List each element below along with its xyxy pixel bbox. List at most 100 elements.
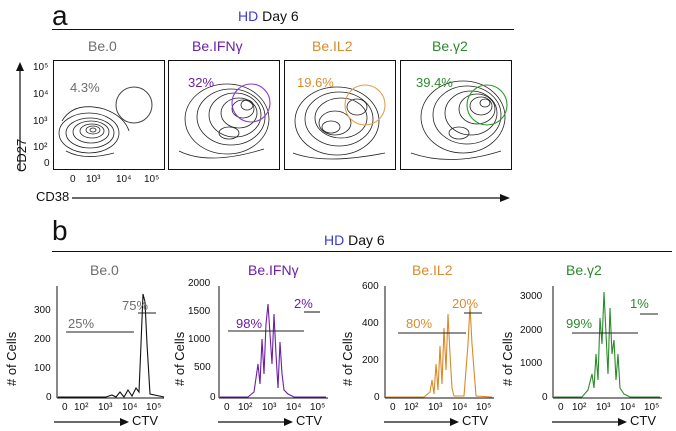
hist2-xtick-1e3: 10³ (262, 402, 277, 413)
hist2-x-title: CTV (296, 413, 322, 428)
hist1-xtick-1e4: 10⁴ (122, 402, 138, 413)
histogram-be0 (56, 286, 165, 399)
hist2-xtick-1e2: 10² (238, 402, 253, 413)
hist2-x-arrow (218, 418, 293, 426)
hist1-x-arrow (54, 418, 129, 426)
hist2-ytick-1000: 1000 (188, 334, 211, 345)
hist1-pct-left: 25% (68, 316, 95, 331)
hist4-ytick-0: 0 (542, 392, 548, 403)
hist4-pct-right: 1% (630, 296, 649, 311)
contour-plot-be0 (53, 60, 165, 170)
panel-a-ytick-0: 0 (44, 158, 50, 169)
hist4-y-title: # of Cells (500, 331, 515, 386)
hist1-x-title: CTV (132, 413, 158, 428)
histogram-beg2 (552, 286, 662, 399)
hist1-xtick-0: 0 (62, 402, 68, 413)
hist-label-beil2: Be.IL2 (412, 262, 453, 278)
panel-a-ytick-1e4: 10⁴ (33, 89, 49, 100)
hist2-ytick-500: 500 (194, 362, 211, 373)
panel-a-x-title: CD38 (36, 189, 70, 204)
panel-b-letter: b (52, 215, 68, 246)
contour-plot-beil2 (284, 60, 396, 170)
hist3-xtick-1e3: 10³ (428, 402, 443, 413)
hist1-xtick-1e5: 10⁵ (146, 402, 162, 413)
hist3-xtick-1e2: 10² (404, 402, 419, 413)
hist2-ytick-2000: 2000 (188, 278, 211, 289)
panel-a-label-be0: Be.0 (88, 38, 117, 54)
panel-a-y-title: CD27 (14, 138, 29, 172)
pct-beil2: 19.6% (297, 75, 334, 90)
panel-a-header-day: Day 6 (258, 8, 299, 24)
hist4-x-title: CTV (630, 413, 656, 428)
hist4-ytick-2000: 2000 (520, 325, 543, 336)
panel-a-label-beg2: Be.γ2 (432, 38, 468, 54)
hist2-y-title: # of Cells (172, 331, 187, 386)
hist3-pct-left: 80% (406, 316, 433, 331)
panel-a-header: HD Day 6 (238, 8, 299, 24)
panel-b-header-hd: HD (324, 232, 345, 248)
hist3-ytick-400: 400 (362, 318, 379, 329)
contour-plot-beg2 (400, 60, 512, 170)
hist1-ytick-0: 0 (46, 392, 52, 403)
hist3-ytick-600: 600 (362, 281, 379, 292)
hist2-xtick-1e5: 10⁵ (310, 402, 326, 413)
pct-beifng: 32% (188, 75, 215, 90)
hist2-pct-right: 2% (294, 296, 313, 311)
hist2-xtick-0: 0 (224, 402, 230, 413)
hist1-xtick-1e2: 10² (74, 402, 89, 413)
hist2-ytick-1500: 1500 (188, 306, 211, 317)
panel-a-xtick-0: 0 (70, 174, 76, 185)
hist1-xtick-1e3: 10³ (98, 402, 113, 413)
hist3-x-title: CTV (462, 413, 488, 428)
panel-a-y-arrow (16, 62, 24, 170)
hist-label-beifng: Be.IFNγ (248, 262, 299, 278)
panel-b-header-day: Day 6 (344, 232, 385, 248)
hist4-ytick-1000: 1000 (520, 358, 543, 369)
hist1-ytick-300: 300 (34, 305, 51, 316)
panel-a-header-rule (52, 29, 514, 30)
histogram-beifng (218, 286, 328, 399)
hist3-ytick-200: 200 (362, 355, 379, 366)
hist-label-beg2: Be.γ2 (566, 262, 602, 278)
panel-a-label-beifng: Be.IFNγ (192, 38, 243, 54)
panel-a-x-arrow (72, 194, 510, 202)
panel-a-ytick-1e5: 10⁵ (33, 62, 49, 73)
hist4-xtick-1e4: 10⁴ (620, 402, 636, 413)
hist4-pct-left: 99% (566, 316, 593, 331)
panel-a-letter: a (52, 0, 68, 31)
hist3-x-arrow (384, 418, 459, 426)
hist3-xtick-1e4: 10⁴ (452, 402, 468, 413)
hist1-y-title: # of Cells (4, 331, 19, 386)
panel-a-xtick-1e4: 10⁴ (116, 174, 132, 185)
hist3-xtick-1e5: 10⁵ (476, 402, 492, 413)
hist2-pct-left: 98% (236, 316, 263, 331)
hist4-xtick-0: 0 (558, 402, 564, 413)
hist-label-be0: Be.0 (90, 262, 119, 278)
hist4-ytick-3000: 3000 (520, 291, 543, 302)
hist3-xtick-0: 0 (390, 402, 396, 413)
histogram-beil2 (384, 286, 494, 399)
hist2-ytick-0: 0 (210, 392, 216, 403)
panel-a-xtick-1e5: 10⁵ (144, 174, 160, 185)
hist3-ytick-0: 0 (374, 392, 380, 403)
panel-a-ytick-1e2: 10² (33, 142, 48, 153)
panel-b-header-rule (52, 251, 672, 252)
hist4-x-arrow (552, 418, 627, 426)
pct-beg2: 39.4% (416, 75, 453, 90)
hist4-xtick-1e5: 10⁵ (644, 402, 660, 413)
hist1-ytick-100: 100 (34, 363, 51, 374)
hist1-ytick-200: 200 (34, 334, 51, 345)
hist3-pct-right: 20% (452, 296, 479, 311)
panel-a-ytick-1e3: 10³ (33, 116, 48, 127)
pct-be0: 4.3% (70, 80, 100, 95)
panel-a-xtick-1e3: 10³ (86, 174, 101, 185)
hist3-y-title: # of Cells (340, 331, 355, 386)
hist4-xtick-1e3: 10³ (596, 402, 611, 413)
panel-b-header: HD Day 6 (324, 232, 385, 248)
contour-plot-beifng (168, 60, 280, 170)
hist4-xtick-1e2: 10² (572, 402, 587, 413)
panel-a-label-beil2: Be.IL2 (312, 38, 353, 54)
panel-a-header-hd: HD (238, 8, 259, 24)
hist1-pct-right: 75% (122, 298, 149, 313)
hist2-xtick-1e4: 10⁴ (286, 402, 302, 413)
